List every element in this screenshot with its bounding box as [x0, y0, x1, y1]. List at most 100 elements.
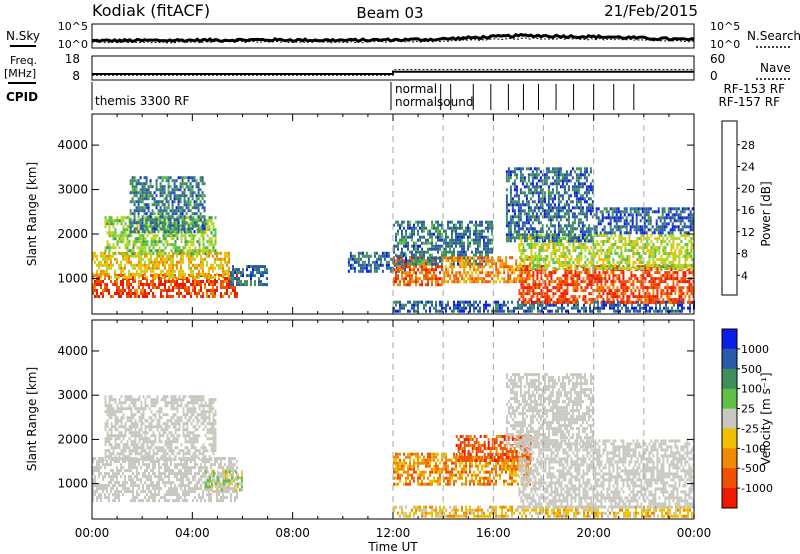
heatmap-cell: [672, 264, 675, 267]
heatmap-cell: [620, 271, 623, 275]
heatmap-cell: [553, 230, 556, 234]
heatmap-cell: [98, 260, 100, 264]
heatmap-cell: [192, 286, 194, 289]
heatmap-cell: [264, 283, 266, 287]
heatmap-cell: [527, 230, 530, 234]
heatmap-cell: [409, 262, 411, 266]
heatmap-cell: [662, 289, 665, 293]
heatmap-cell: [606, 265, 609, 269]
heatmap-cell: [191, 179, 194, 183]
heatmap-cell: [477, 238, 479, 242]
heatmap-cell: [250, 277, 252, 281]
heatmap-cell: [549, 182, 552, 186]
heatmap-cell: [455, 232, 457, 236]
heatmap-cell: [582, 295, 585, 299]
heatmap-cell: [479, 262, 482, 266]
heatmap-cell: [441, 235, 443, 239]
heatmap-cell: [158, 251, 160, 255]
heatmap-cell: [110, 260, 112, 264]
heatmap-cell: [528, 298, 531, 302]
heatmap-cell: [200, 280, 202, 283]
heatmap-cell: [596, 289, 599, 293]
heatmap-cell: [562, 264, 565, 267]
heatmap-cell: [167, 224, 170, 228]
heatmap-cell: [198, 237, 201, 241]
heatmap-cell: [628, 301, 631, 305]
heatmap-cell: [678, 252, 681, 255]
heatmap-cell: [214, 234, 217, 238]
heatmap-cell: [200, 257, 202, 261]
heatmap-cell: [189, 209, 192, 213]
heatmap-cell: [618, 255, 621, 258]
heatmap-cell: [401, 256, 403, 260]
heatmap-cell: [596, 234, 599, 237]
heatmap-cell: [547, 170, 550, 174]
heatmap-cell: [187, 209, 190, 213]
heatmap-cell: [586, 271, 589, 275]
heatmap-cell: [357, 269, 360, 273]
heatmap-cell: [252, 268, 254, 272]
heatmap-cell: [536, 286, 539, 290]
heatmap-cell: [397, 259, 399, 263]
heatmap-cell: [513, 170, 516, 174]
heatmap-cell: [425, 238, 427, 242]
heatmap-cell: [146, 263, 148, 267]
heatmap-cell: [457, 277, 460, 281]
heatmap-cell: [199, 215, 202, 219]
heatmap-cell: [485, 247, 487, 251]
heatmap-cell: [679, 309, 681, 313]
heatmap-cell: [149, 191, 152, 195]
heatmap-cell: [604, 267, 607, 270]
heatmap-cell: [465, 226, 467, 230]
heatmap-cell: [531, 194, 534, 198]
heatmap-cell: [511, 256, 514, 260]
heatmap-cell: [166, 272, 168, 276]
heatmap-cell: [513, 185, 516, 189]
heatmap-cell: [167, 191, 170, 195]
heatmap-cell: [511, 206, 514, 210]
heatmap-cell: [541, 173, 544, 177]
heatmap-cell: [467, 229, 469, 233]
heatmap-cell: [136, 219, 139, 223]
heatmap-cell: [198, 275, 200, 279]
heatmap-cell: [614, 243, 617, 246]
heatmap-cell: [167, 185, 170, 189]
heatmap-cell: [547, 188, 550, 192]
heatmap-cell: [375, 260, 378, 264]
heatmap-cell: [690, 289, 693, 293]
heatmap-cell: [532, 246, 535, 249]
heatmap-cell: [680, 264, 683, 267]
heatmap-cell: [624, 237, 627, 240]
heatmap-cell: [678, 286, 681, 290]
heatmap-cell: [636, 252, 639, 255]
heatmap-cell: [435, 259, 437, 263]
heatmap-cell: [531, 176, 534, 180]
heatmap-cell: [451, 262, 453, 266]
heatmap-cell: [616, 298, 619, 302]
heatmap-cell: [96, 289, 98, 292]
heatmap-cell: [224, 257, 226, 261]
heatmap-cell: [232, 280, 234, 284]
heatmap-cell: [624, 243, 627, 246]
heatmap-cell: [690, 243, 693, 246]
heatmap-cell: [614, 280, 617, 284]
heatmap-cell: [540, 258, 543, 261]
heatmap-cell: [640, 255, 643, 258]
heatmap-cell: [137, 191, 140, 195]
heatmap-cell: [199, 227, 202, 231]
heatmap-cell: [658, 258, 661, 261]
heatmap-cell: [156, 286, 158, 289]
heatmap-cell: [626, 255, 629, 258]
heatmap-cell: [129, 209, 132, 213]
heatmap-cell: [186, 277, 188, 280]
heatmap-cell: [557, 236, 560, 240]
heatmap-cell: [156, 234, 159, 238]
heatmap-cell: [688, 289, 691, 293]
heatmap-cell: [491, 256, 494, 260]
heatmap-cell: [562, 246, 565, 249]
heatmap-cell: [672, 277, 675, 281]
heatmap-cell: [497, 277, 500, 281]
heatmap-cell: [475, 250, 477, 254]
heatmap-cell: [642, 265, 645, 269]
heatmap-cell: [656, 289, 659, 293]
